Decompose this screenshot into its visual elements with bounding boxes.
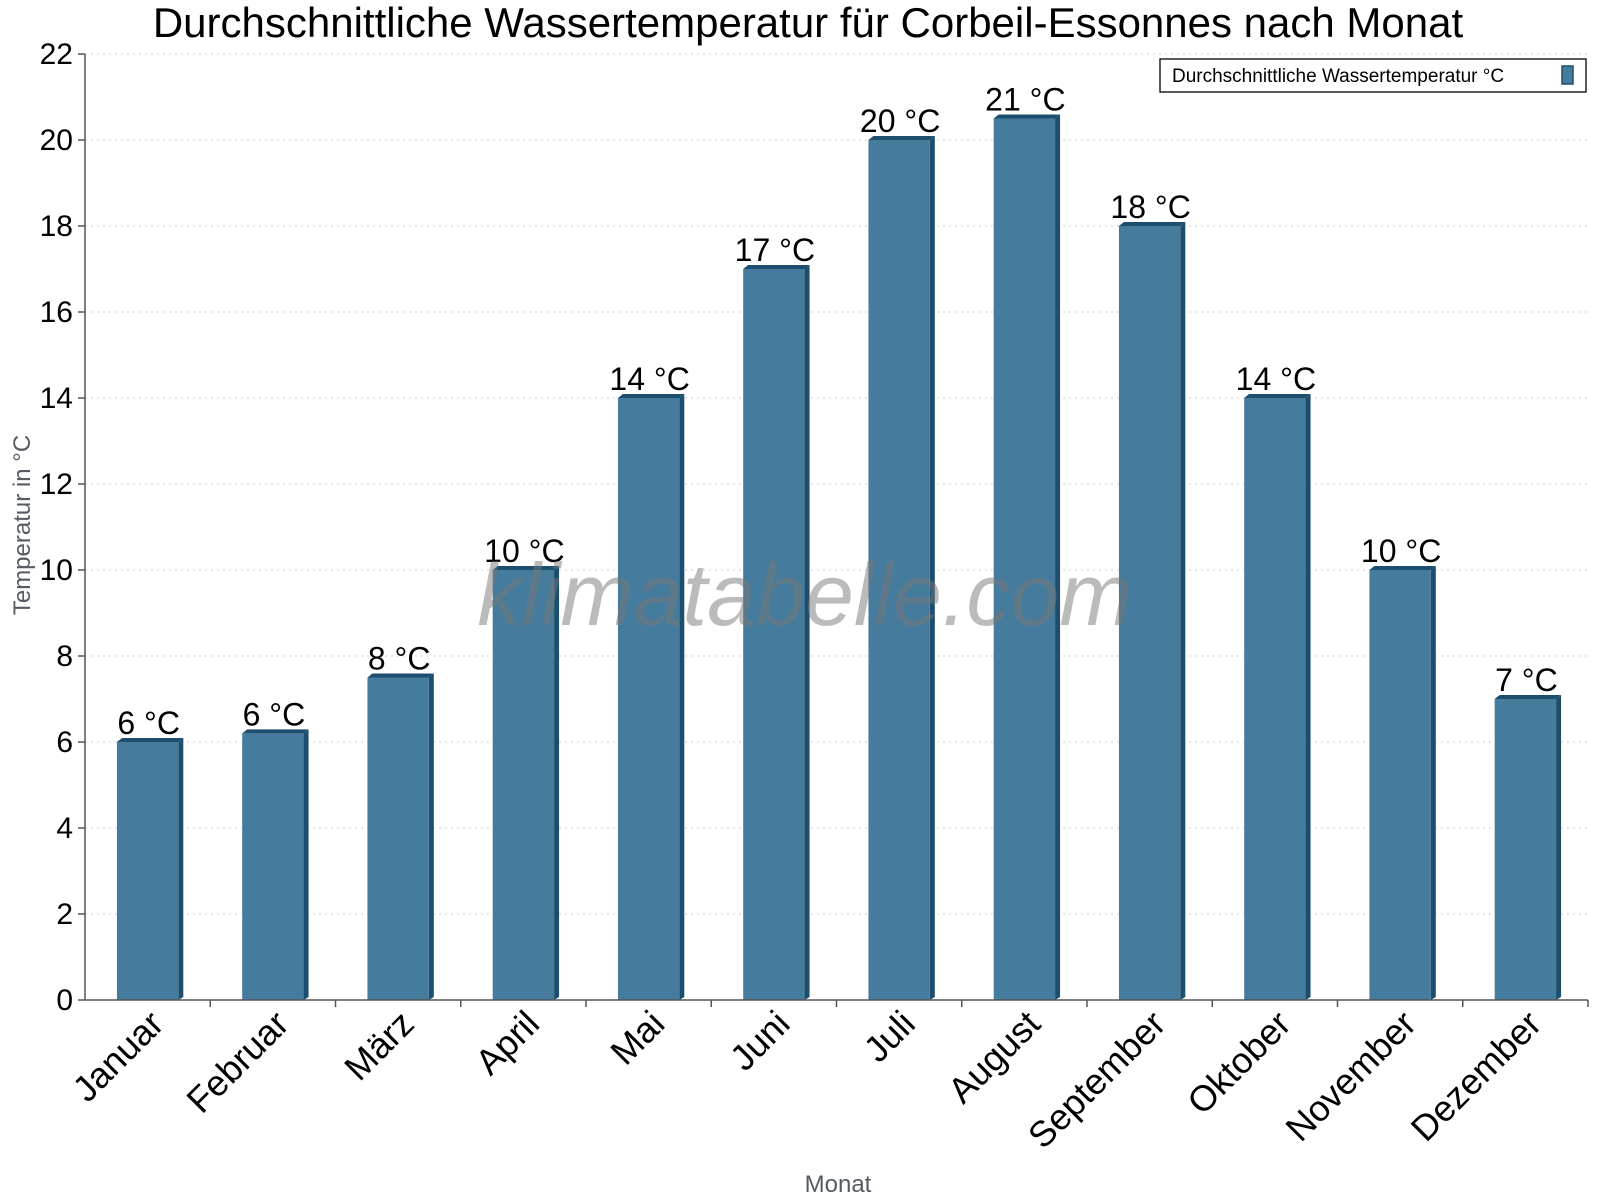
bar [242,733,304,1000]
x-tick-label: März [336,1003,422,1089]
data-labels: 6 °C 6 °C 8 °C 10 °C 14 °C 17 °C 20 °C 21 °C 18 … [117,82,1557,742]
data-label: 10 °C [484,533,564,569]
data-label: 6 °C [243,696,306,732]
y-tick-label: 18 [40,210,73,243]
bar-side [929,136,935,1000]
bar-side [1430,566,1436,1000]
data-label: 6 °C [117,705,180,741]
bar [743,269,805,1000]
x-tick-label: Juli [856,1003,923,1070]
y-tick-label: 4 [56,812,73,845]
x-tick-label: September [1020,1003,1174,1157]
bar-side [1055,114,1061,1000]
bar-top [242,729,309,734]
bar-side [679,394,685,1000]
x-tick-label: Dezember [1403,1003,1549,1149]
bar [1118,226,1181,1000]
y-axis-title: Temperatur in °C [9,435,36,615]
data-label: 21 °C [985,82,1065,118]
bar [993,118,1056,1000]
bar-side [428,673,434,1000]
x-tick-label: November [1277,1003,1423,1149]
bar [1369,570,1431,1000]
data-label: 10 °C [1361,533,1441,569]
bar [868,140,930,1000]
bar-top [868,136,935,140]
bar [1494,699,1557,1000]
bar-top [1118,222,1186,226]
legend-label: Durchschnittliche Wassertemperatur °C [1172,66,1504,87]
bars [116,114,1562,1000]
data-label: 14 °C [609,361,689,397]
bar-top [993,114,1061,119]
x-tick-label: Juni [722,1003,798,1079]
data-label: 17 °C [735,232,815,268]
bar-side [554,566,560,1000]
bar-side [1305,394,1311,1000]
bar-side [303,729,309,1000]
data-label: 20 °C [860,103,940,139]
bar [1244,398,1306,1000]
bar-top [1494,695,1562,699]
bar-top [116,738,184,742]
x-tick-label: Mai [602,1003,672,1073]
bar [367,677,429,1000]
bar-top [617,394,685,398]
x-axis-title: Monat [805,1171,872,1198]
bar [617,398,680,1000]
chart-title: Durchschnittliche Wassertemperatur für C… [153,0,1464,46]
legend-box [1159,58,1587,93]
bar-side [1556,695,1562,1000]
y-tick-label: 0 [56,984,73,1017]
bar-side [804,265,810,1000]
bar-top [367,673,434,678]
bar-top [1244,394,1311,398]
grid [85,53,1588,915]
y-tick-label: 2 [56,898,73,931]
y-tick-label: 14 [40,382,73,415]
x-tick-label: Februar [178,1003,296,1121]
legend: Durchschnittliche Wassertemperatur °C [1159,58,1587,93]
data-label: 7 °C [1495,662,1558,698]
y-tick-label: 20 [40,124,73,157]
y-tick-label: 12 [40,468,73,501]
bar [116,742,179,1000]
bar-side [178,738,184,1000]
bar-side [1180,222,1186,1000]
data-label: 14 °C [1236,361,1316,397]
x-tick-label: Oktober [1179,1003,1299,1123]
bar-top [1369,566,1436,570]
bar-top [743,265,810,269]
bar-top [492,566,560,570]
bar [492,570,555,1000]
y-tick-label: 6 [56,726,73,759]
x-tick-label: Januar [64,1003,171,1110]
y-tick-label: 22 [40,38,73,71]
data-label: 8 °C [368,641,431,677]
y-tick-label: 10 [40,554,73,587]
legend-swatch [1561,65,1574,85]
x-tick-label: August [940,1003,1048,1111]
x-tick-label: April [467,1003,547,1083]
y-tick-label: 8 [56,640,73,673]
y-tick-label: 16 [40,296,73,329]
watermark: klimatabelle.com [477,545,1132,644]
data-label: 18 °C [1110,189,1190,225]
